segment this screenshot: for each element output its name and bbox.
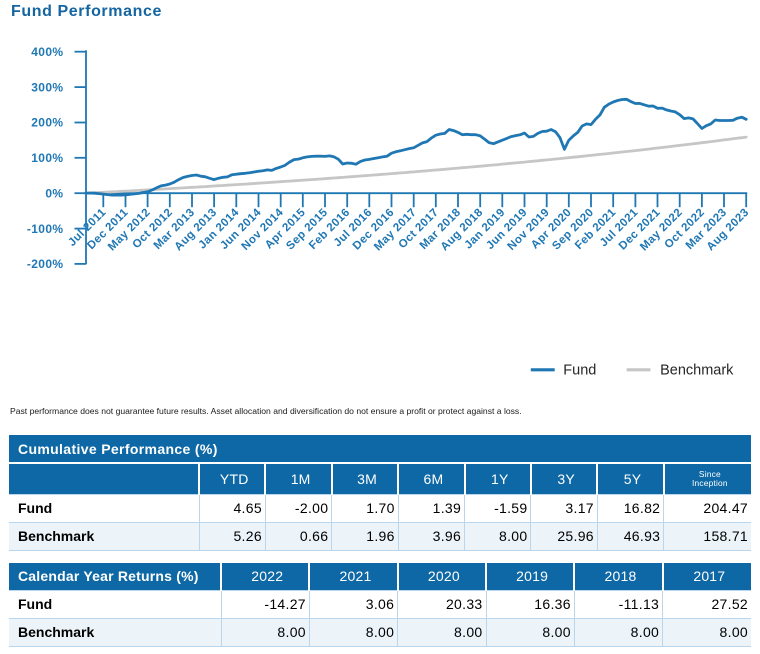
svg-text:300%: 300% (31, 80, 63, 94)
svg-text:-200%: -200% (27, 257, 64, 271)
svg-text:400%: 400% (31, 45, 63, 59)
svg-text:0%: 0% (45, 186, 63, 200)
svg-text:-100%: -100% (27, 222, 64, 236)
svg-text:200%: 200% (31, 116, 63, 130)
svg-text:Benchmark: Benchmark (660, 363, 734, 379)
svg-text:100%: 100% (31, 151, 63, 165)
svg-text:Fund: Fund (563, 363, 596, 379)
